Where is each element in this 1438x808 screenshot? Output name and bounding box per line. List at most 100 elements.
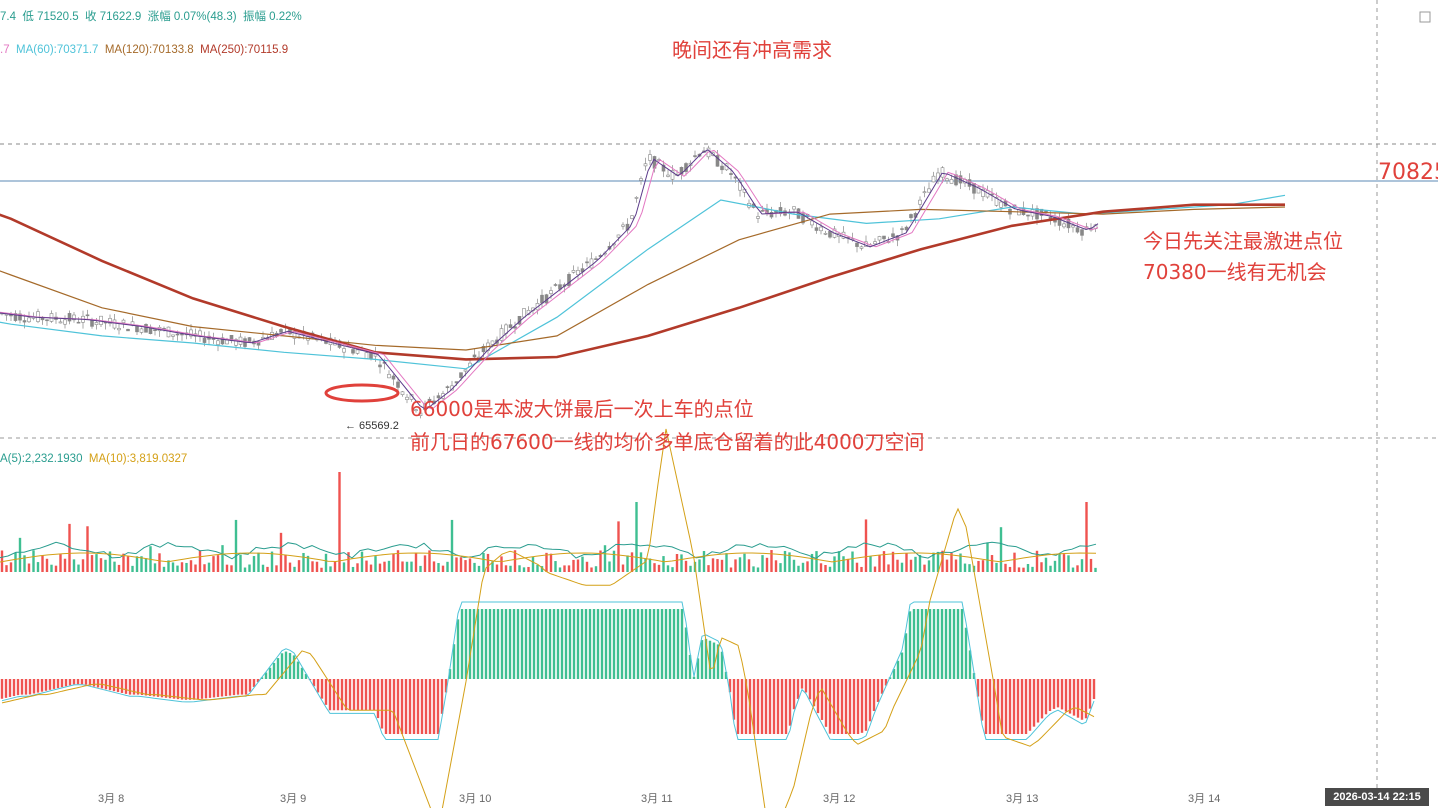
volume-bar [495,564,499,572]
volume-bar [441,565,445,572]
candle-body [661,164,666,172]
candle-body [94,322,99,325]
volume-bar [113,561,116,572]
macd-dif-line [1,601,1095,740]
volume-bar [365,560,368,572]
volume-bar [189,560,193,572]
volume-bar [621,564,625,572]
candle-body [121,319,126,323]
volume-bar [419,565,422,572]
expand-icon [1419,11,1431,23]
volume-bar [522,567,526,572]
macd-bar [484,609,488,679]
ma-legend-0: .7 [0,44,10,56]
macd-bar [796,679,800,699]
volume-bar [554,561,557,572]
volume-bar [266,566,269,572]
macd-bar [280,653,284,679]
volume-bar [311,561,314,572]
macd-bar [560,609,564,679]
volume-bar [936,551,940,572]
volume-bar [1008,566,1012,572]
volume-bar [5,565,8,572]
candle-body [76,321,81,324]
macd-bar [344,679,348,711]
macd-bar [24,679,28,695]
candle-body [396,381,400,388]
macd-bar [516,609,520,679]
volume-bar [981,560,985,572]
macd-bar [52,679,56,689]
volume-bar [644,558,647,572]
candle-body [112,319,117,329]
volume-bar [968,564,971,572]
macd-bar [428,679,432,734]
volume-ma-legend: A(5):2,232.1930 MA(10):3,819.0327 [0,453,187,465]
volume-bar [905,553,908,572]
volume-bar [171,562,175,572]
macd-bar [972,673,976,679]
macd-bar [876,679,880,702]
volume-bar [176,565,179,572]
macd-bar [368,679,372,711]
macd-bar [156,679,160,697]
volume-bar [549,553,553,572]
candle-body [814,227,819,231]
annotation-right-2: 70380一线有无机会 [1143,260,1327,284]
candle-body [499,328,504,341]
volume-bar [450,519,454,572]
macd-bar [392,679,396,734]
macd-bar [1076,679,1080,718]
candle-body [801,213,805,224]
macd-bar [640,609,644,679]
candle-body [585,261,589,264]
macd-bar [576,609,580,679]
candle-body [922,191,927,194]
macd-bar [496,609,500,679]
volume-ma10-line [0,552,1097,563]
volume-bar [711,558,715,572]
candle-body [247,337,252,342]
volume-bar [104,559,107,572]
macd-bar [184,679,188,700]
volume-bar [828,566,832,572]
macd-bar [4,679,8,698]
volume-bar [837,551,841,572]
macd-bar [856,679,860,734]
candle-body [693,155,697,157]
macd-bar [812,679,816,707]
volume-bar [684,560,688,572]
candle-body [976,186,981,194]
macd-bar [348,679,352,711]
volume-bar [896,559,899,572]
macd-bar [1028,679,1032,731]
macd-bar [628,609,632,679]
macd-bar [784,679,788,734]
macd-bar [396,679,400,734]
candle-body [891,233,895,237]
macd-bar [180,679,184,700]
macd-bar [592,609,596,679]
volume-bar [297,560,301,572]
macd-bar [564,609,568,679]
macd-bar [116,679,120,693]
macd-bar [448,669,452,679]
low-zone-circle [324,383,400,403]
macd-bar [208,679,212,698]
candle-body [27,317,31,323]
volume-bar [81,559,85,572]
candle-body [945,178,949,181]
macd-bar [852,679,856,734]
volume-bar [41,555,44,572]
volume-bar [869,556,872,572]
macd-bar [376,679,380,719]
macd-bar [72,679,76,685]
x-tick-1: 3月 9 [280,793,307,805]
candle-body [481,345,486,353]
macd-bar [260,677,264,679]
macd-bar [740,679,744,734]
volume-bar [716,559,719,572]
macd-bar [384,679,388,734]
